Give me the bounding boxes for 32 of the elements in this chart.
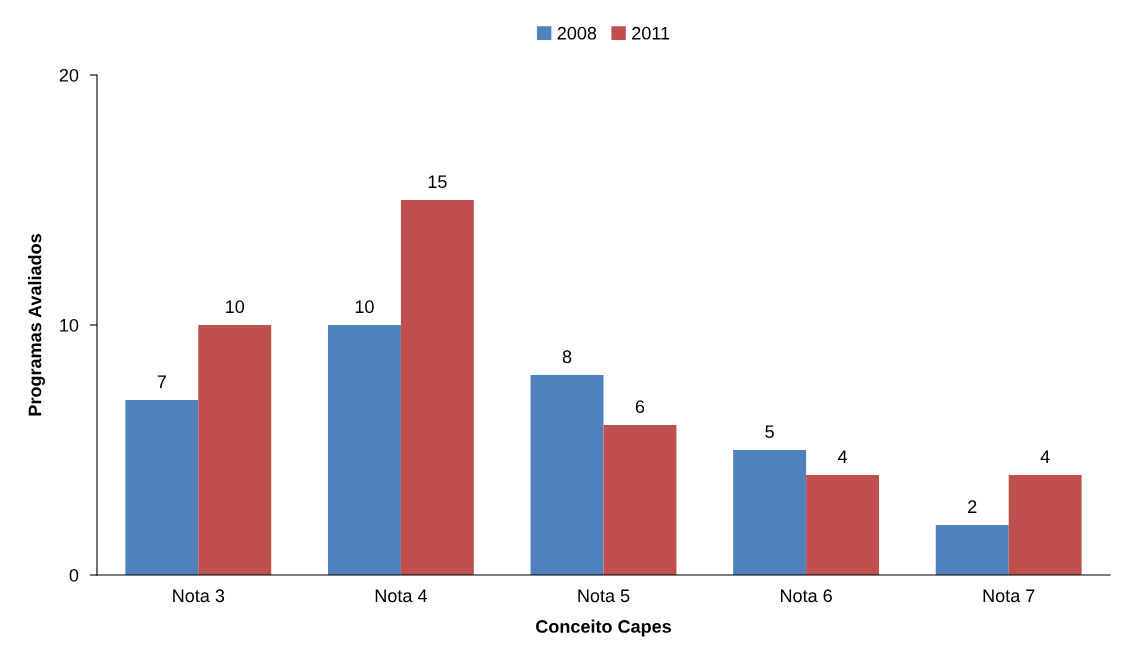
bar: [530, 375, 604, 575]
bar: [935, 525, 1009, 575]
x-tick-label: Nota 6: [780, 589, 832, 603]
data-label: 6: [635, 400, 645, 414]
bar: [806, 475, 880, 575]
y-axis-title: Programas Avaliados: [28, 234, 45, 416]
x-tick-label: Nota 4: [375, 589, 427, 603]
x-tick-label: Nota 3: [173, 589, 225, 603]
x-tick-label: Nota 5: [578, 589, 630, 603]
legend-label: 2008: [557, 26, 597, 40]
bar: [400, 200, 474, 575]
bar: [603, 425, 677, 575]
bar: [733, 450, 807, 575]
data-label: 7: [157, 375, 166, 388]
data-label: 10: [355, 300, 374, 314]
data-label: 15: [428, 175, 447, 189]
data-label: 5: [765, 425, 774, 439]
y-tick-label: 20: [59, 68, 79, 82]
bar: [198, 325, 272, 575]
data-label: 10: [226, 300, 245, 314]
data-label: 4: [1040, 450, 1050, 463]
data-label: 2: [968, 500, 977, 513]
data-label: 4: [837, 450, 848, 463]
bar: [1008, 475, 1082, 575]
bar: [125, 400, 199, 575]
y-tick-label: 10: [60, 318, 79, 332]
x-tick-label: Nota 7: [983, 589, 1035, 603]
y-tick-label: 0: [69, 568, 79, 582]
x-axis-title: Conceito Capes: [536, 619, 671, 637]
legend-label: 2011: [632, 26, 670, 40]
bar: [327, 325, 401, 575]
data-label: 8: [562, 350, 572, 364]
